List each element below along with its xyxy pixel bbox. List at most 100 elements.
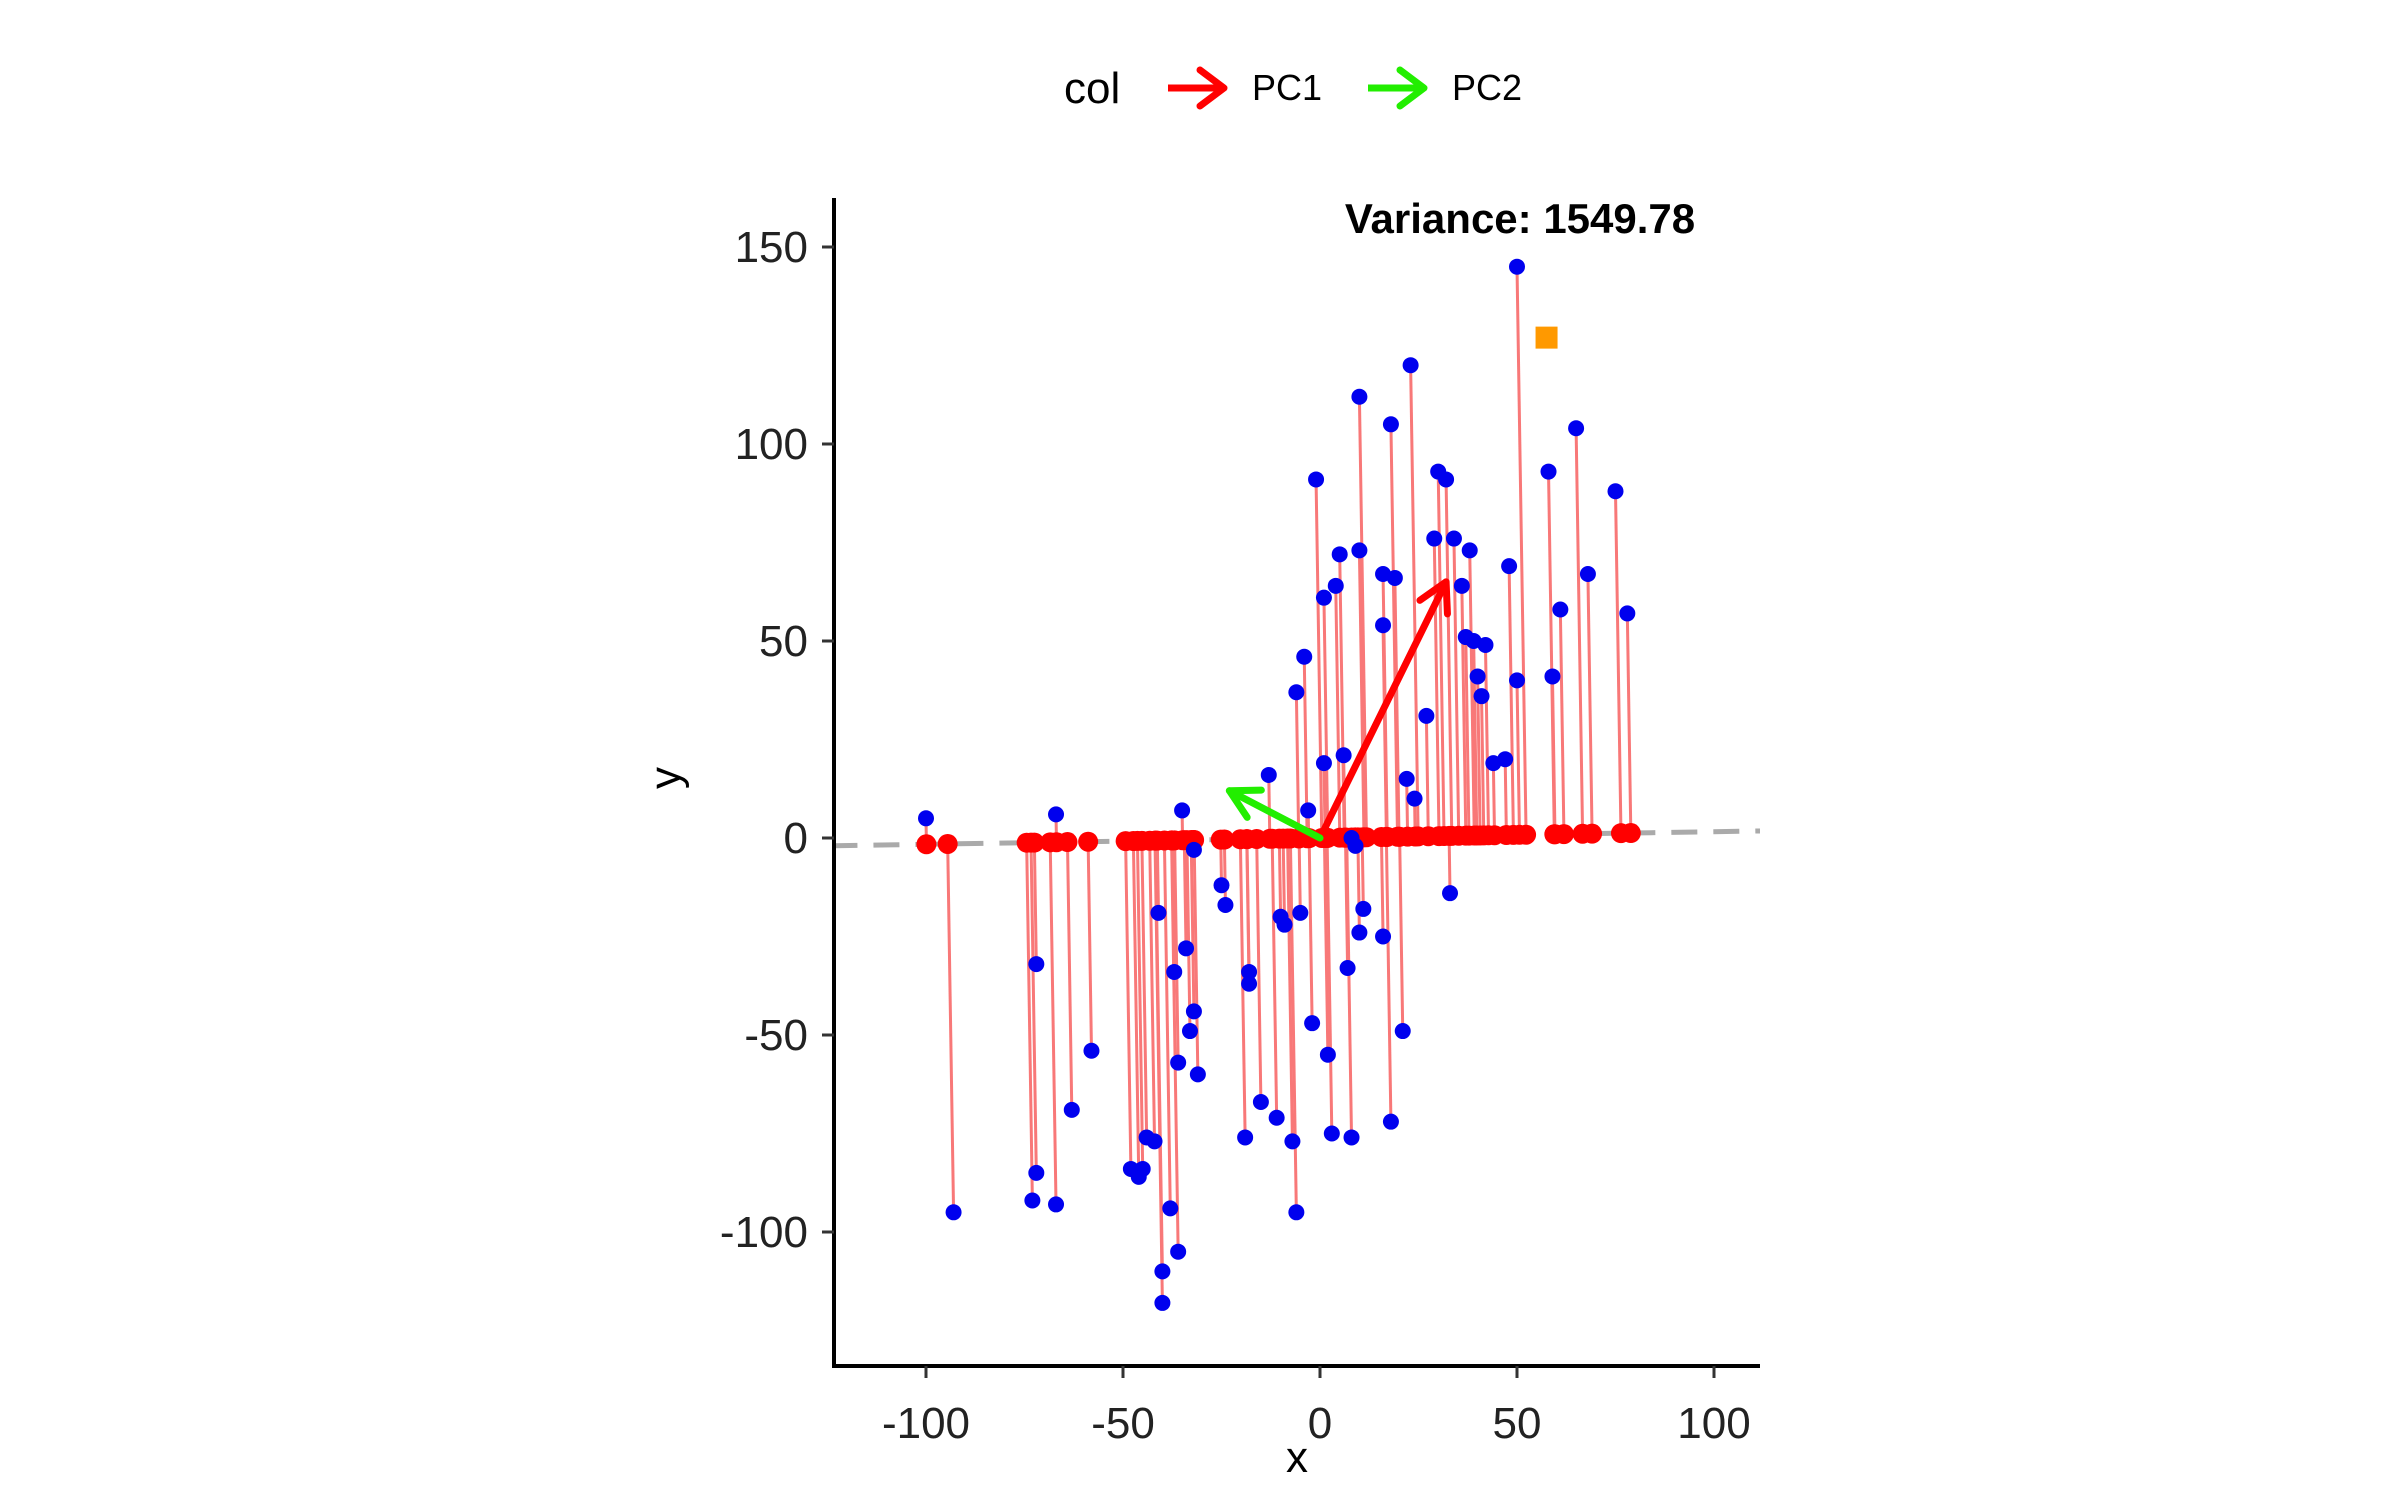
residual-line <box>1480 696 1486 836</box>
data-point <box>1292 904 1309 921</box>
residual-line <box>1286 838 1294 1142</box>
data-point <box>1083 1042 1100 1059</box>
data-point <box>1402 357 1419 374</box>
projection-point <box>1078 831 1099 852</box>
legend-pc1-key-icon <box>1168 66 1228 110</box>
data-point <box>1319 1046 1336 1063</box>
data-point <box>1063 1101 1080 1118</box>
residual-line <box>1491 763 1497 836</box>
data-point <box>1351 388 1368 405</box>
projection-point <box>1582 823 1603 844</box>
data-point <box>1048 1196 1065 1213</box>
legend-pc1-label: PC1 <box>1252 67 1322 108</box>
data-point <box>1252 1093 1269 1110</box>
data-point <box>1382 1113 1399 1130</box>
data-point <box>1284 1133 1301 1150</box>
data-point <box>1335 747 1352 764</box>
residual-line <box>1277 838 1283 917</box>
residual-lines <box>924 266 1633 1303</box>
residual-line <box>1170 840 1180 1252</box>
data-point <box>1418 707 1435 724</box>
data-point <box>1315 589 1332 606</box>
data-point <box>1260 766 1277 783</box>
data-point <box>1355 900 1372 917</box>
data-point <box>1347 837 1364 854</box>
data-point <box>1166 963 1183 980</box>
data-point <box>1453 577 1470 594</box>
data-point <box>1170 1243 1187 1260</box>
data-point <box>1461 542 1478 559</box>
residual-line <box>1384 836 1393 1122</box>
data-point <box>1331 546 1348 563</box>
data-point <box>1241 975 1258 992</box>
residual-line <box>1424 715 1430 837</box>
residual-line <box>1288 838 1298 1213</box>
data-point <box>1154 1263 1171 1280</box>
residual-line <box>1307 838 1314 1024</box>
pc1-arrow <box>1316 578 1451 842</box>
residual-line <box>1189 840 1196 1012</box>
data-point <box>1304 1015 1321 1032</box>
residual-line <box>1297 838 1302 913</box>
data-point <box>1028 1164 1045 1181</box>
residual-line <box>1515 680 1521 835</box>
data-point <box>1241 963 1258 980</box>
data-point <box>1445 530 1462 547</box>
data-point <box>1351 542 1368 559</box>
residual-line <box>1140 840 1149 1138</box>
residual-line <box>1357 396 1368 838</box>
legend-title: col <box>1064 64 1120 113</box>
residual-line <box>1379 836 1385 937</box>
residual-line <box>1131 840 1141 1177</box>
data-point <box>1185 1003 1202 1020</box>
projection-point <box>1620 823 1641 844</box>
data-point <box>1339 960 1356 977</box>
data-point <box>1469 668 1486 685</box>
data-point <box>1048 806 1065 823</box>
residual-line <box>1325 837 1334 1134</box>
residual-line <box>1124 841 1133 1169</box>
data-point <box>1308 471 1325 488</box>
residual-line <box>1550 676 1557 835</box>
residual-line <box>1294 692 1301 839</box>
y-tick-label: -50 <box>744 1011 808 1060</box>
residual-line <box>1314 479 1324 838</box>
residual-line <box>1155 840 1160 913</box>
x-axis-title: x <box>1286 1433 1308 1482</box>
data-point <box>1619 605 1636 622</box>
residual-line <box>1357 550 1366 838</box>
projection-point <box>1509 824 1530 845</box>
residual-line <box>1515 266 1528 835</box>
residual-line <box>1267 774 1272 839</box>
residual-line <box>1255 838 1263 1103</box>
residual-line <box>946 843 956 1213</box>
residual-line <box>1032 842 1038 965</box>
data-point <box>1544 668 1561 685</box>
residual-line <box>1345 837 1354 1138</box>
residual-line <box>1381 625 1388 837</box>
data-point <box>1174 802 1191 819</box>
data-point <box>1028 956 1045 973</box>
residual-line <box>1558 609 1566 835</box>
residual-line <box>1586 573 1594 834</box>
data-point <box>1398 770 1415 787</box>
data-point <box>1540 463 1557 480</box>
data-point <box>1024 1192 1041 1209</box>
data-point <box>1442 885 1459 902</box>
data-point <box>1426 530 1443 547</box>
data-point <box>1509 258 1525 275</box>
data-point <box>1343 1129 1360 1146</box>
data-point <box>1327 577 1344 594</box>
data-point <box>1146 1133 1163 1150</box>
data-point <box>1509 672 1525 689</box>
data-point <box>1300 802 1317 819</box>
residual-line <box>1048 842 1058 1205</box>
data-point <box>1213 877 1230 894</box>
data-point <box>1296 648 1313 665</box>
data-point <box>1288 684 1305 701</box>
residual-line <box>1460 585 1468 836</box>
data-point <box>1315 755 1332 772</box>
projection-point <box>1024 832 1045 853</box>
data-point <box>945 1204 962 1221</box>
